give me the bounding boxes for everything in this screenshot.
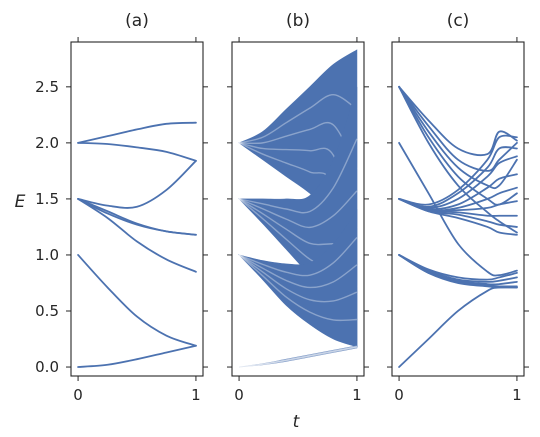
energy-curve-3 — [398, 85, 518, 190]
band-level-line — [238, 346, 358, 368]
y-axis-label: E — [15, 192, 26, 212]
energy-curve-2 — [398, 85, 518, 172]
energy-band-4 — [239, 345, 358, 368]
energy-curve-14 — [398, 198, 518, 236]
panel-frame — [231, 41, 365, 377]
x-tick-label: 1 — [352, 386, 362, 404]
y-tick-label: 2.5 — [35, 78, 59, 96]
band-level-line — [238, 345, 358, 368]
energy-curve-16 — [398, 254, 518, 281]
y-tick-label: 1.5 — [35, 190, 59, 208]
energy-curve-5 — [398, 85, 518, 234]
energy-curve-2 — [77, 141, 197, 162]
band-level-line — [238, 138, 358, 214]
energy-curve-8 — [77, 344, 197, 368]
energy-curve-7 — [77, 254, 197, 347]
band-level-line — [239, 121, 358, 169]
band-level-line — [238, 345, 358, 368]
y-tick-label: 0.5 — [35, 302, 59, 320]
y-tick-label: 2.0 — [35, 134, 59, 152]
energy-curve-4 — [77, 198, 197, 236]
panel-label: (c) — [447, 11, 470, 31]
energy-curve-6 — [77, 198, 197, 273]
x-tick-label: 0 — [394, 386, 404, 404]
x-axis-label: t — [293, 412, 301, 432]
y-tick-labels: 0.0 0.5 1.0 1.5 2.0 2.5 — [35, 78, 59, 376]
band-level-line — [238, 254, 358, 289]
energy-curve-5 — [77, 198, 197, 236]
y-tick-label: 0.0 — [35, 358, 59, 376]
panels: 0 1 (a) 0 1 (b) 0 1 (c) — [66, 11, 529, 404]
energy-curve-6 — [398, 134, 518, 206]
panel-2: 0 1 (b) — [227, 11, 369, 404]
band-level-line — [238, 254, 357, 322]
x-tick-label: 1 — [512, 386, 522, 404]
energy-curve-1 — [77, 121, 197, 144]
x-tick-label: 0 — [234, 386, 244, 404]
energy-curve-18 — [398, 254, 518, 286]
panel-1: 0 1 (a) — [66, 11, 208, 404]
energy-curve-7 — [398, 146, 518, 208]
energy-curve-1 — [398, 85, 518, 157]
panel-frame — [391, 41, 525, 377]
energy-curve-4 — [398, 85, 518, 206]
band-level-line — [238, 190, 358, 229]
band-level-line — [238, 236, 358, 277]
energy-curve-8 — [398, 155, 518, 209]
panel-label: (b) — [286, 11, 310, 31]
band-level-line — [238, 93, 358, 144]
energy-curve-19 — [398, 254, 518, 288]
y-tick-label: 1.0 — [35, 246, 59, 264]
panel-3: 0 1 (c) — [387, 11, 529, 404]
energy-curve-20 — [398, 254, 518, 289]
x-tick-label: 0 — [73, 386, 83, 404]
energy-curve-21 — [398, 286, 518, 368]
panel-frame — [70, 41, 204, 377]
band-level-line — [238, 254, 358, 303]
panel-label: (a) — [125, 11, 149, 31]
energy-curve-17 — [398, 254, 518, 283]
band-level-line — [238, 346, 358, 368]
energy-curve-15 — [398, 141, 518, 277]
x-tick-label: 1 — [191, 386, 201, 404]
energy-band-3 — [238, 209, 358, 348]
energy-curve-3 — [77, 159, 197, 209]
